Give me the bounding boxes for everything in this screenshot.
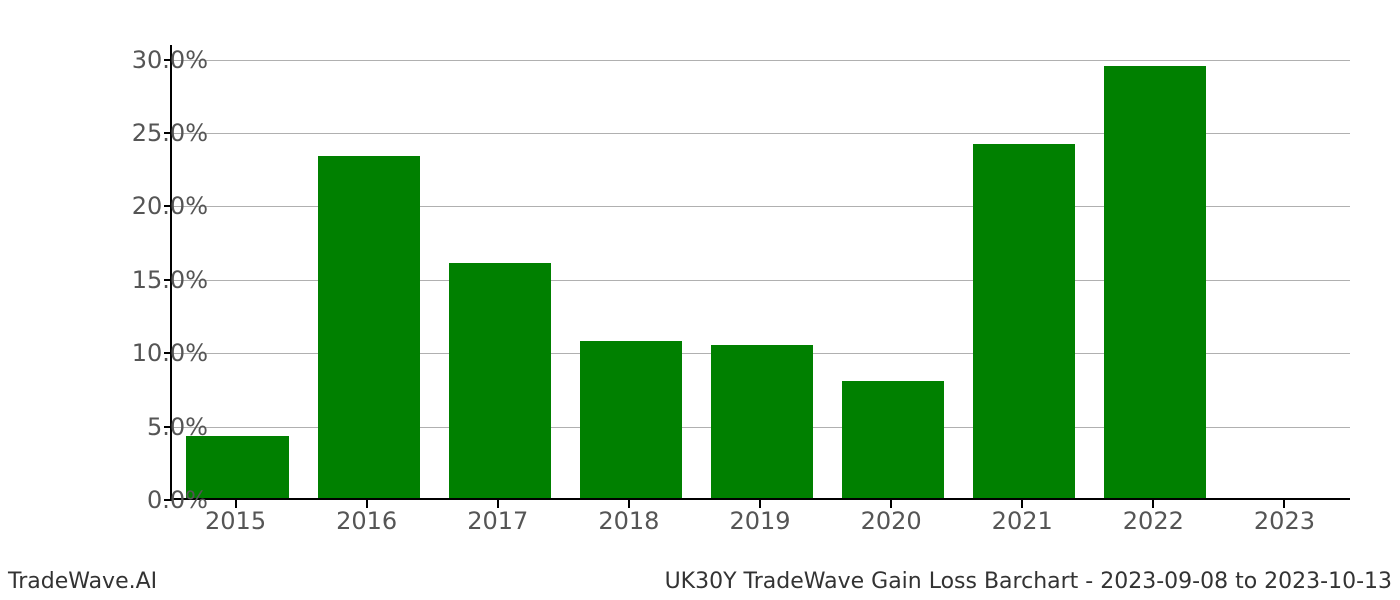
xtick-label: 2021 (992, 507, 1053, 535)
xtick-label: 2018 (598, 507, 659, 535)
footer-left-text: TradeWave.AI (8, 569, 157, 594)
xtick-label: 2022 (1123, 507, 1184, 535)
xtick-label: 2016 (336, 507, 397, 535)
bar-chart: 2015 2016 2017 2018 2019 2020 2021 2022 2023 (170, 45, 1350, 535)
bar (580, 341, 682, 498)
xtick-label: 2015 (205, 507, 266, 535)
xtick-label: 2017 (467, 507, 528, 535)
ytick-label: 15.0% (58, 266, 208, 294)
ytick-label: 5.0% (58, 413, 208, 441)
plot-area (170, 45, 1350, 500)
gridline (172, 60, 1350, 61)
xtick-label: 2023 (1254, 507, 1315, 535)
ytick-label: 20.0% (58, 192, 208, 220)
bar (711, 345, 813, 498)
ytick-label: 0.0% (58, 486, 208, 514)
xtick-label: 2019 (729, 507, 790, 535)
bar (1104, 66, 1206, 498)
bar (842, 381, 944, 498)
bar (318, 156, 420, 498)
ytick-label: 10.0% (58, 339, 208, 367)
ytick-label: 30.0% (58, 46, 208, 74)
xtick-label: 2020 (861, 507, 922, 535)
bar (449, 263, 551, 498)
bar (973, 144, 1075, 498)
footer-right-text: UK30Y TradeWave Gain Loss Barchart - 202… (665, 569, 1392, 594)
ytick-label: 25.0% (58, 119, 208, 147)
